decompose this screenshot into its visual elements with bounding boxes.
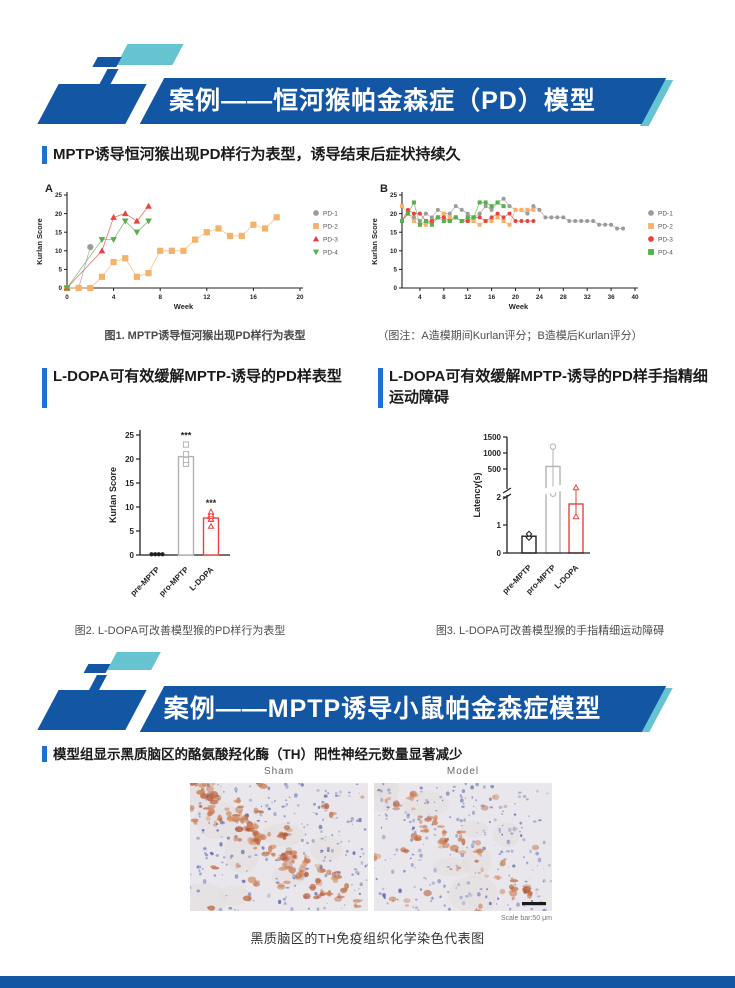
figure3-caption: 图3. L-DOPA可改善模型猴的手指精细运动障碍	[435, 625, 665, 637]
svg-text:PD-2: PD-2	[323, 223, 338, 230]
sham-histology-image	[190, 783, 368, 911]
figure2-bar-chart: 0 5 10 15 20 25 Kurlan Score pre-MPTP *** pro-MPT…	[108, 430, 230, 599]
teal-parallelogram-deco-2	[107, 652, 161, 670]
svg-text:PD-1: PD-1	[323, 210, 338, 217]
svg-text:***: ***	[206, 498, 217, 508]
svg-text:12: 12	[464, 294, 472, 301]
svg-text:PD-4: PD-4	[658, 249, 673, 256]
svg-text:0: 0	[65, 294, 69, 301]
section3-heading: 模型组显示黑质脑区的酪氨酸羟化酶（TH）阳性神经元数量显著减少	[53, 747, 463, 762]
section2-left-heading: L-DOPA可有效缓解MPTP-诱导的PD样表型	[53, 368, 342, 385]
svg-text:0: 0	[497, 549, 502, 558]
svg-text:25: 25	[55, 192, 63, 199]
banner1-title: 案例——恒河猴帕金森症（PD）模型	[169, 87, 596, 115]
figure3-bar-chart: pre-MPTPpro-MPTPL-DOPA01250010001500Late…	[472, 433, 590, 596]
svg-text:10: 10	[125, 503, 134, 512]
svg-text:Week: Week	[509, 302, 529, 310]
svg-text:PD-4: PD-4	[323, 249, 338, 256]
svg-text:pre-MPTP: pre-MPTP	[129, 565, 162, 598]
svg-text:32: 32	[584, 294, 592, 301]
histology-caption: 黑质脑区的TH免疫组织化学染色代表图	[250, 931, 485, 946]
svg-text:500: 500	[488, 465, 502, 474]
svg-text:20: 20	[55, 211, 63, 218]
svg-text:25: 25	[125, 431, 134, 440]
svg-text:0: 0	[393, 285, 397, 292]
svg-text:16: 16	[250, 294, 258, 301]
svg-text:L-DOPA: L-DOPA	[188, 565, 216, 593]
svg-text:0: 0	[58, 285, 62, 292]
svg-text:Kurlan Score: Kurlan Score	[370, 218, 379, 265]
svg-text:Latency(s): Latency(s)	[472, 472, 482, 517]
svg-text:10: 10	[390, 248, 398, 255]
svg-text:1000: 1000	[483, 449, 501, 458]
teal-parallelogram-deco	[116, 44, 184, 65]
svg-text:5: 5	[130, 527, 135, 536]
scale-bar-text: Scale bar:50 μm	[500, 915, 552, 922]
svg-text:1: 1	[497, 521, 502, 530]
section2-right-accent-bar	[378, 368, 383, 408]
footer-stripe	[0, 976, 735, 988]
svg-text:pro-MPTP: pro-MPTP	[157, 565, 191, 599]
svg-text:Week: Week	[174, 302, 194, 310]
svg-text:20: 20	[390, 211, 398, 218]
svg-text:Kurlan Score: Kurlan Score	[108, 467, 118, 523]
svg-text:1500: 1500	[483, 433, 501, 442]
svg-text:15: 15	[55, 229, 63, 236]
section2-left-accent-bar	[42, 368, 47, 408]
svg-text:Kurlan Score: Kurlan Score	[35, 218, 44, 265]
svg-text:4: 4	[112, 294, 116, 301]
svg-text:PD-2: PD-2	[658, 223, 673, 230]
svg-text:5: 5	[58, 267, 62, 274]
svg-text:24: 24	[536, 294, 544, 301]
blue-parallelogram-deco	[92, 57, 122, 67]
svg-text:L-DOPA: L-DOPA	[553, 563, 581, 591]
sham-label: Sham	[263, 766, 295, 777]
banner2-title: 案例——MPTP诱导小鼠帕金森症模型	[163, 695, 602, 723]
section2-right-heading: L-DOPA可有效缓解MPTP-诱导的PD样手指精细运动障碍	[389, 368, 708, 406]
svg-text:20: 20	[296, 294, 304, 301]
svg-text:0: 0	[130, 551, 135, 560]
svg-text:***: ***	[181, 431, 192, 441]
svg-text:20: 20	[125, 455, 134, 464]
svg-text:16: 16	[488, 294, 496, 301]
blue-slash-deco-2	[89, 675, 107, 690]
figure2-caption: 图2. L-DOPA可改善模型猴的PD样行为表型	[74, 625, 286, 637]
svg-text:PD-1: PD-1	[658, 210, 673, 217]
svg-text:8: 8	[442, 294, 446, 301]
svg-text:25: 25	[390, 192, 398, 199]
model-label: Model	[446, 766, 480, 777]
svg-text:15: 15	[390, 229, 398, 236]
model-histology-image	[374, 783, 552, 911]
svg-text:B: B	[380, 183, 388, 195]
svg-text:36: 36	[608, 294, 616, 301]
figure1-panel-b-chart: B 4 8 12 16 20 24 28 32 36 40 0 5 10 15 20 25 Week Kurlan …	[370, 183, 673, 310]
svg-text:PD-3: PD-3	[323, 236, 338, 243]
figure1-caption: 图1. MPTP诱导恒河猴出现PD样行为表型	[104, 330, 306, 342]
figure1-panel-a-chart: A 0 4 8 12 16 20 0 5 10 15 20 25 Week Kurlan Score PD-1…	[35, 183, 338, 310]
svg-text:5: 5	[393, 267, 397, 274]
svg-text:4: 4	[418, 294, 422, 301]
blue-parallelogram-deco-2	[83, 664, 111, 673]
svg-text:12: 12	[203, 294, 211, 301]
section1-accent-bar	[42, 146, 47, 164]
svg-text:20: 20	[512, 294, 520, 301]
section3-accent-bar	[42, 746, 47, 762]
svg-text:40: 40	[631, 294, 639, 301]
svg-text:A: A	[45, 183, 53, 195]
svg-text:15: 15	[125, 479, 134, 488]
svg-text:PD-3: PD-3	[658, 236, 673, 243]
svg-text:2: 2	[497, 493, 502, 502]
figure1-note: （图注：A造模期间Kurlan评分；B造模后Kurlan评分）	[377, 330, 643, 342]
section1-heading: MPTP诱导恒河猴出现PD样行为表型，诱导结束后症状持续久	[53, 146, 461, 163]
svg-text:10: 10	[55, 248, 63, 255]
svg-text:8: 8	[158, 294, 162, 301]
svg-text:28: 28	[560, 294, 568, 301]
